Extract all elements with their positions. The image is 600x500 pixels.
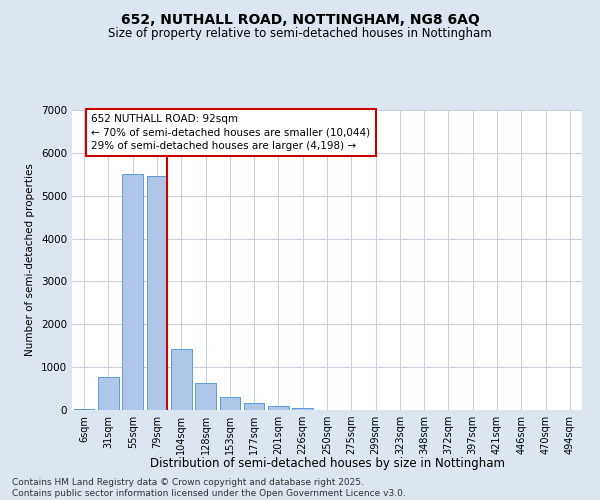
Bar	[244, 404, 265, 410]
Bar	[98, 376, 119, 410]
Text: Distribution of semi-detached houses by size in Nottingham: Distribution of semi-detached houses by …	[149, 458, 505, 470]
Text: Size of property relative to semi-detached houses in Nottingham: Size of property relative to semi-detach…	[108, 28, 492, 40]
Bar	[171, 348, 191, 410]
Text: 652 NUTHALL ROAD: 92sqm
← 70% of semi-detached houses are smaller (10,044)
29% o: 652 NUTHALL ROAD: 92sqm ← 70% of semi-de…	[91, 114, 371, 150]
Bar	[195, 384, 216, 410]
Text: 652, NUTHALL ROAD, NOTTINGHAM, NG8 6AQ: 652, NUTHALL ROAD, NOTTINGHAM, NG8 6AQ	[121, 12, 479, 26]
Text: Contains HM Land Registry data © Crown copyright and database right 2025.
Contai: Contains HM Land Registry data © Crown c…	[12, 478, 406, 498]
Y-axis label: Number of semi-detached properties: Number of semi-detached properties	[25, 164, 35, 356]
Bar	[146, 176, 167, 410]
Bar	[268, 406, 289, 410]
Bar	[74, 409, 94, 410]
Bar	[220, 396, 240, 410]
Bar	[122, 174, 143, 410]
Bar	[292, 408, 313, 410]
